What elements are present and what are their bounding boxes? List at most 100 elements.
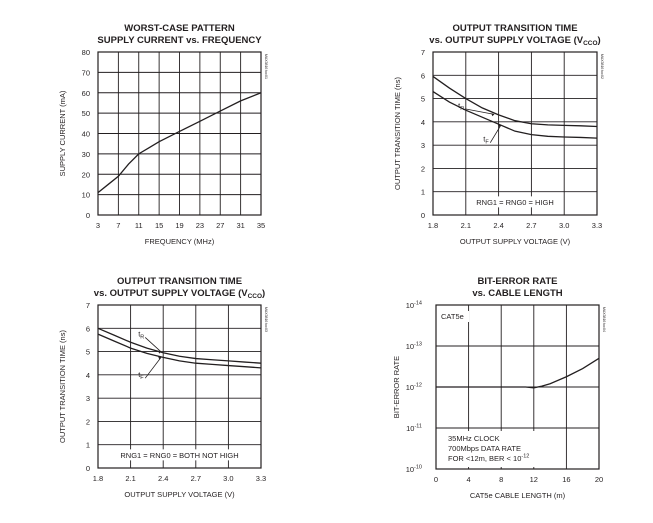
series-label-tr: tR — [138, 329, 144, 340]
x-tick-label: 27 — [216, 221, 224, 230]
annotation-text: RNG1 = RNG0 = HIGH — [476, 198, 554, 207]
x-axis-label: OUTPUT SUPPLY VOLTAGE (V) — [460, 237, 571, 246]
note-line: 35MHz CLOCK — [448, 434, 500, 443]
y-tick-label: 20 — [82, 170, 90, 179]
y-tick-label: 80 — [82, 48, 90, 57]
y-tick-label: 10-12 — [406, 383, 422, 393]
series-line-1 — [97, 92, 262, 194]
chart-subtitle: SUPPLY CURRENT vs. FREQUENCY — [97, 35, 262, 46]
y-axis-label: OUTPUT TRANSITION TIME (ns) — [58, 330, 67, 443]
x-tick-label: 0 — [434, 475, 438, 484]
x-tick-label: 3.3 — [256, 474, 266, 483]
y-tick-label: 10-13 — [406, 342, 422, 352]
x-tick-label: 2.1 — [461, 221, 471, 230]
y-tick-label: 3 — [86, 394, 90, 403]
note-line: FOR <12m, BER < 10-12 — [448, 454, 529, 464]
y-tick-exponent: -11 — [414, 424, 422, 430]
x-tick-label: 3.3 — [592, 221, 602, 230]
y-axis-label: OUTPUT TRANSITION TIME (ns) — [393, 77, 402, 190]
toc-code: MAX3816 toc02 — [600, 54, 604, 79]
leader-line — [465, 108, 495, 115]
x-tick-label: 1.8 — [93, 474, 103, 483]
y-tick-label: 10-11 — [406, 424, 422, 434]
chart-subtitle: vs. OUTPUT SUPPLY VOLTAGE (VCCO) — [429, 35, 600, 47]
chart-subtitle: vs. OUTPUT SUPPLY VOLTAGE (VCCO) — [94, 288, 265, 300]
y-tick-label: 70 — [82, 68, 90, 77]
toc-code: MAX3816 toc04 — [602, 307, 606, 332]
leader-line — [489, 125, 502, 143]
y-tick-label: 50 — [82, 109, 90, 118]
y-axis-label: SUPPLY CURRENT (mA) — [58, 90, 67, 176]
subtitle-end: ) — [262, 288, 265, 299]
chart-title: OUTPUT TRANSITION TIME — [452, 23, 577, 34]
series-label-subscript: F — [140, 375, 144, 381]
annotation-box — [471, 196, 559, 208]
chart-title: WORST-CASE PATTERN — [124, 23, 235, 34]
y-tick-label: 40 — [82, 130, 90, 139]
series-line-1 — [436, 357, 600, 389]
y-tick-label: 7 — [86, 301, 90, 310]
subtitle-subscript: CCO — [248, 293, 262, 300]
y-tick-label: 2 — [86, 417, 90, 426]
x-tick-label: 15 — [155, 221, 163, 230]
y-tick-label: 5 — [86, 348, 90, 357]
y-tick-label: 1 — [421, 188, 425, 197]
y-tick-exponent: -13 — [414, 342, 422, 348]
x-tick-label: 19 — [175, 221, 183, 230]
series-line-tf — [432, 91, 598, 139]
x-axis-label: OUTPUT SUPPLY VOLTAGE (V) — [124, 490, 235, 499]
arrow-head — [497, 124, 501, 128]
y-tick-label: 4 — [86, 371, 90, 380]
x-tick-label: 2.4 — [493, 221, 503, 230]
arrow-head — [158, 350, 162, 354]
chart-title: BIT-ERROR RATE — [477, 276, 557, 287]
plot-frame — [97, 304, 262, 469]
annotation-box — [116, 449, 243, 461]
y-tick-label: 0 — [86, 464, 90, 473]
y-tick-label: 4 — [421, 118, 425, 127]
series-line-tr — [97, 327, 262, 364]
note-box — [441, 431, 541, 467]
arrow-head — [491, 113, 495, 117]
x-axis-label: FREQUENCY (MHz) — [145, 237, 215, 246]
y-tick-exponent: -12 — [414, 383, 422, 389]
y-tick-label: 1 — [86, 441, 90, 450]
annotation-text: RNG1 = RNG0 = BOTH NOT HIGH — [120, 451, 238, 460]
x-tick-label: 1.8 — [428, 221, 438, 230]
y-tick-label: 10-14 — [406, 301, 422, 311]
y-axis-label: BIT-ERROR RATE — [392, 356, 401, 418]
toc-code: MAX3816 toc01 — [264, 54, 268, 79]
y-tick-label: 7 — [421, 48, 425, 57]
y-tick-label: 60 — [82, 89, 90, 98]
y-tick-label: 0 — [421, 211, 425, 220]
series-line-tr — [432, 75, 598, 128]
note-line: 700Mbps DATA RATE — [448, 444, 521, 453]
series-label-subscript: F — [485, 140, 489, 146]
x-tick-label: 12 — [530, 475, 538, 484]
y-tick-exponent: -14 — [414, 301, 422, 307]
x-tick-label: 2.7 — [526, 221, 536, 230]
y-tick-label: 10 — [82, 191, 90, 200]
note-exponent: -12 — [521, 454, 529, 460]
subtitle-end: ) — [598, 35, 601, 46]
chart-title: OUTPUT TRANSITION TIME — [117, 276, 242, 287]
x-tick-label: 2.7 — [191, 474, 201, 483]
x-tick-label: 35 — [257, 221, 265, 230]
y-tick-exponent: -10 — [414, 465, 422, 471]
series-label-subscript: R — [460, 106, 464, 112]
x-tick-label: 3.0 — [559, 221, 569, 230]
x-tick-label: 31 — [236, 221, 244, 230]
leader-line — [144, 337, 162, 353]
y-tick-label: 2 — [421, 164, 425, 173]
x-tick-label: 11 — [135, 221, 143, 230]
y-tick-label: 30 — [82, 150, 90, 159]
y-tick-label: 3 — [421, 141, 425, 150]
x-tick-label: 23 — [196, 221, 204, 230]
plot-frame — [432, 51, 598, 216]
y-tick-label: 0 — [86, 211, 90, 220]
